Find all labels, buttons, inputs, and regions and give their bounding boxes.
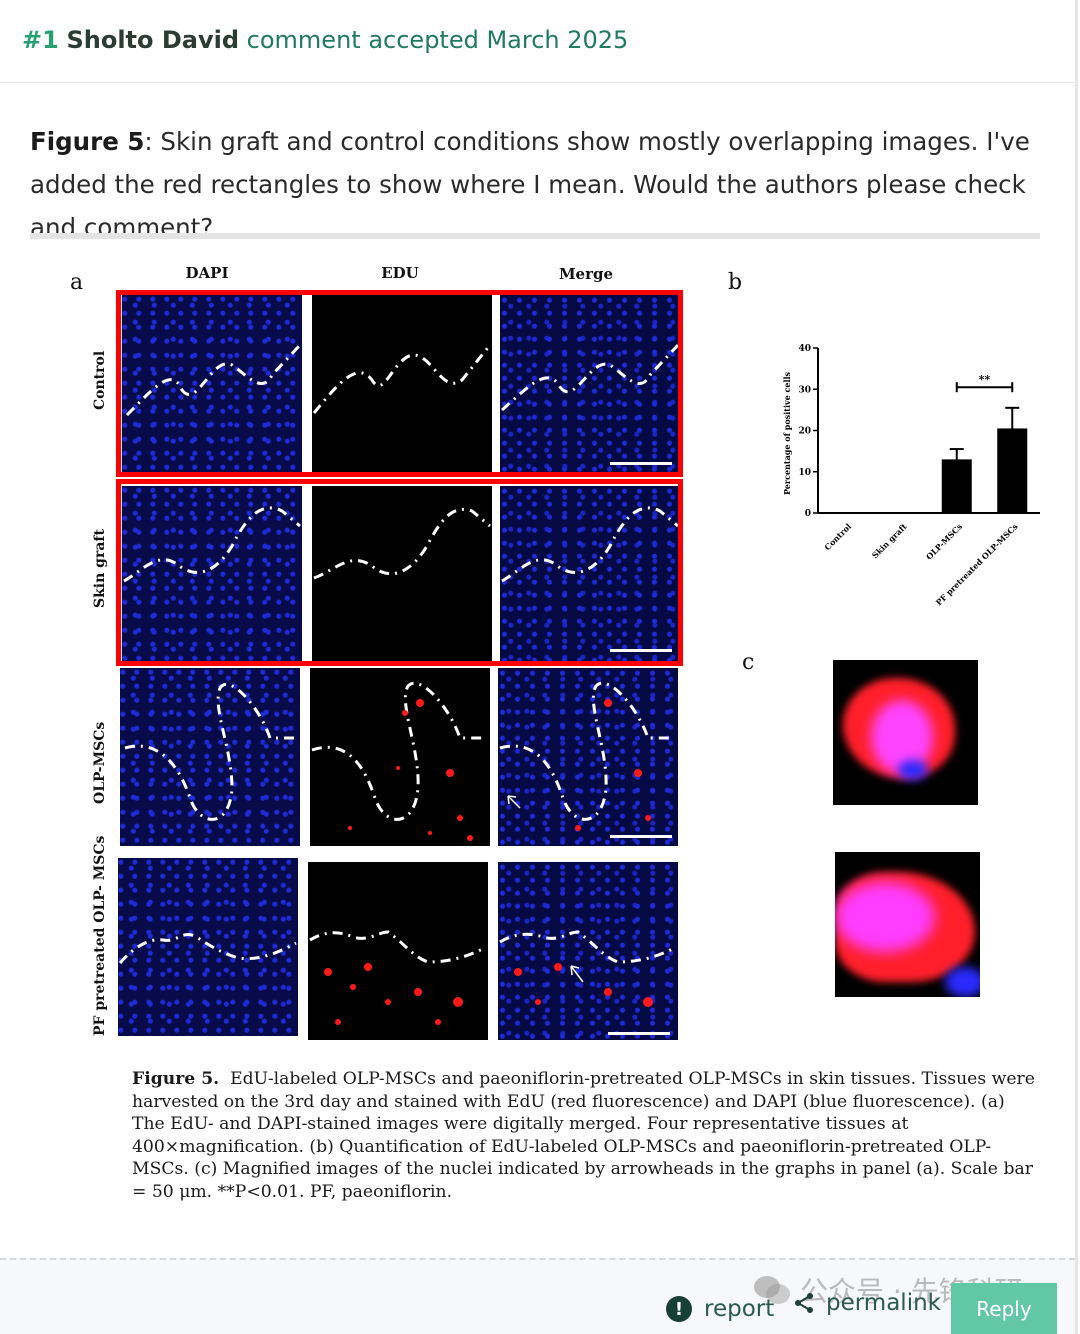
tile-skin-graft-dapi — [122, 486, 302, 664]
reply-button[interactable]: Reply — [951, 1283, 1057, 1334]
alert-icon: ! — [666, 1296, 692, 1322]
tile-olp-dapi — [120, 668, 300, 846]
panel-label-b: b — [728, 270, 743, 295]
tile-olp-merge — [498, 668, 678, 846]
chart-y-tick-label: 0 — [805, 509, 811, 519]
caption-label: Figure 5. — [132, 1069, 220, 1089]
comment-status: comment accepted March 2025 — [246, 26, 629, 54]
chart-x-tick-label: Skin graft — [870, 521, 909, 560]
column-head-dapi: DAPI — [185, 264, 229, 282]
figure-caption: Figure 5. EdU-labeled OLP-MSCs and paeon… — [132, 1068, 1042, 1204]
tile-skin-graft-edu — [312, 486, 492, 664]
tile-control-merge — [500, 295, 680, 473]
chart-y-tick-label: 20 — [798, 427, 811, 437]
bar-chart: Percentage of positive cells 0 10 20 30 40 Co… — [782, 344, 1040, 607]
report-label: report — [704, 1296, 775, 1322]
chart-y-tick-label: 40 — [798, 344, 811, 354]
column-head-edu: EDU — [381, 264, 419, 282]
figure-image[interactable]: a DAPI EDU Merge Control Skin graft OLP-… — [60, 250, 1050, 1050]
chart-ylabel: Percentage of positive cells — [782, 371, 792, 495]
row-label-skin-graft: Skin graft — [92, 529, 108, 608]
tile-pf-edu — [308, 862, 488, 1040]
magnified-nucleus-2 — [835, 852, 980, 997]
comment-text: : Skin graft and control conditions show… — [30, 127, 1030, 242]
tile-skin-graft-merge — [500, 486, 680, 664]
chart-y-tick-label: 10 — [798, 468, 811, 478]
tile-control-edu — [312, 295, 492, 473]
magnified-nucleus-1 — [833, 660, 978, 805]
row-label-pf-pretreated: PF pretreated OLP- MSCs — [92, 835, 108, 1036]
panel-label-a: a — [70, 270, 84, 295]
comment-number[interactable]: #1 — [22, 26, 59, 54]
tile-pf-dapi — [118, 858, 298, 1036]
figure-divider — [30, 233, 1040, 239]
comment-body: Figure 5: Skin graft and control conditi… — [30, 120, 1040, 249]
chart-bar — [941, 459, 972, 513]
chart-x-tick-label: OLP-MSCs — [924, 521, 965, 562]
red-rectangle-skin-graft — [116, 479, 683, 666]
comment-heading: #1 Sholto David comment accepted March 2… — [22, 26, 628, 54]
row-label-olp-mscs: OLP-MSCs — [92, 721, 108, 804]
column-head-merge: Merge — [558, 265, 614, 283]
comment-header: #1 Sholto David comment accepted March 2… — [0, 0, 1075, 83]
chart-bar — [997, 428, 1028, 513]
tile-control-dapi — [122, 295, 302, 473]
comment-footer — [0, 1258, 1075, 1334]
share-icon — [795, 1293, 813, 1313]
wechat-icon — [754, 1276, 790, 1304]
tile-pf-merge — [498, 862, 678, 1040]
comment-author[interactable]: Sholto David — [66, 26, 240, 54]
figure-reference: Figure 5 — [30, 127, 145, 156]
chart-x-tick-label: Control — [822, 521, 853, 552]
caption-text: EdU-labeled OLP-MSCs and paeoniflorin-pr… — [132, 1069, 1035, 1202]
tile-olp-edu — [310, 668, 490, 846]
report-link[interactable]: ! report — [666, 1296, 774, 1322]
significance-marker: ** — [979, 373, 991, 386]
permalink-label: permalink — [826, 1290, 941, 1316]
permalink-link[interactable]: permalink — [792, 1290, 941, 1316]
panel-label-c: c — [742, 650, 755, 675]
red-rectangle-control — [116, 290, 683, 477]
chart-y-tick-label: 30 — [798, 385, 811, 395]
row-label-control: Control — [92, 350, 108, 410]
